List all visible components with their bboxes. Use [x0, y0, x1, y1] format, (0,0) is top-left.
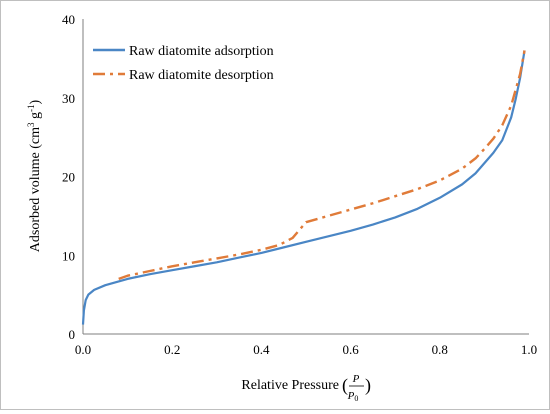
- y-axis-label-end: ): [28, 99, 43, 104]
- x-tick-label: 0.4: [253, 342, 270, 357]
- x-axis-label-frac-den-base: P: [347, 390, 355, 402]
- series-lines: [81, 50, 526, 325]
- x-tick-label: 1.0: [521, 342, 537, 357]
- tick-labels: 0.0 0.2 0.4 0.6 0.8 1.0 0 10 20 30 40: [62, 12, 537, 357]
- y-tick-label: 20: [62, 170, 75, 185]
- x-tick-label: 0.2: [164, 342, 180, 357]
- y-axis-label: Adsorbed volume (cm3 g-1): [26, 99, 43, 252]
- y-axis-label-base: Adsorbed volume (cm: [28, 127, 43, 252]
- y-tick-label: 40: [62, 12, 75, 27]
- y-tick-label: 0: [69, 327, 76, 342]
- x-tick-label: 0.0: [75, 342, 91, 357]
- axes: [82, 19, 529, 335]
- y-axis-label-mid: g: [28, 112, 43, 123]
- y-axis-label-sup-1: 3: [26, 122, 36, 127]
- legend-label-1: Raw diatomite adsorption: [129, 44, 274, 59]
- y-tick-label: 30: [62, 91, 75, 106]
- y-axis-label-sup-2: -1: [26, 104, 36, 112]
- x-axis-label-frac-den-sub: 0: [354, 394, 358, 403]
- x-axis-label-frac-den: P0: [347, 390, 359, 403]
- series-line-1: [81, 50, 526, 325]
- y-tick-label: 10: [62, 248, 75, 263]
- x-axis-label: Relative Pressure ( P P0 ): [241, 373, 371, 403]
- x-axis-label-text: Relative Pressure: [241, 378, 339, 393]
- legend: Raw diatomite adsorption Raw diatomite de…: [93, 44, 274, 83]
- x-axis-label-open-paren: (: [342, 375, 348, 396]
- x-tick-label: 0.8: [432, 342, 448, 357]
- x-axis-label-close-paren: ): [365, 375, 371, 396]
- x-axis-label-frac-num: P: [352, 373, 360, 385]
- legend-label-2: Raw diatomite desorption: [129, 68, 274, 83]
- x-tick-label: 0.6: [342, 342, 359, 357]
- series-line-2: [118, 50, 526, 281]
